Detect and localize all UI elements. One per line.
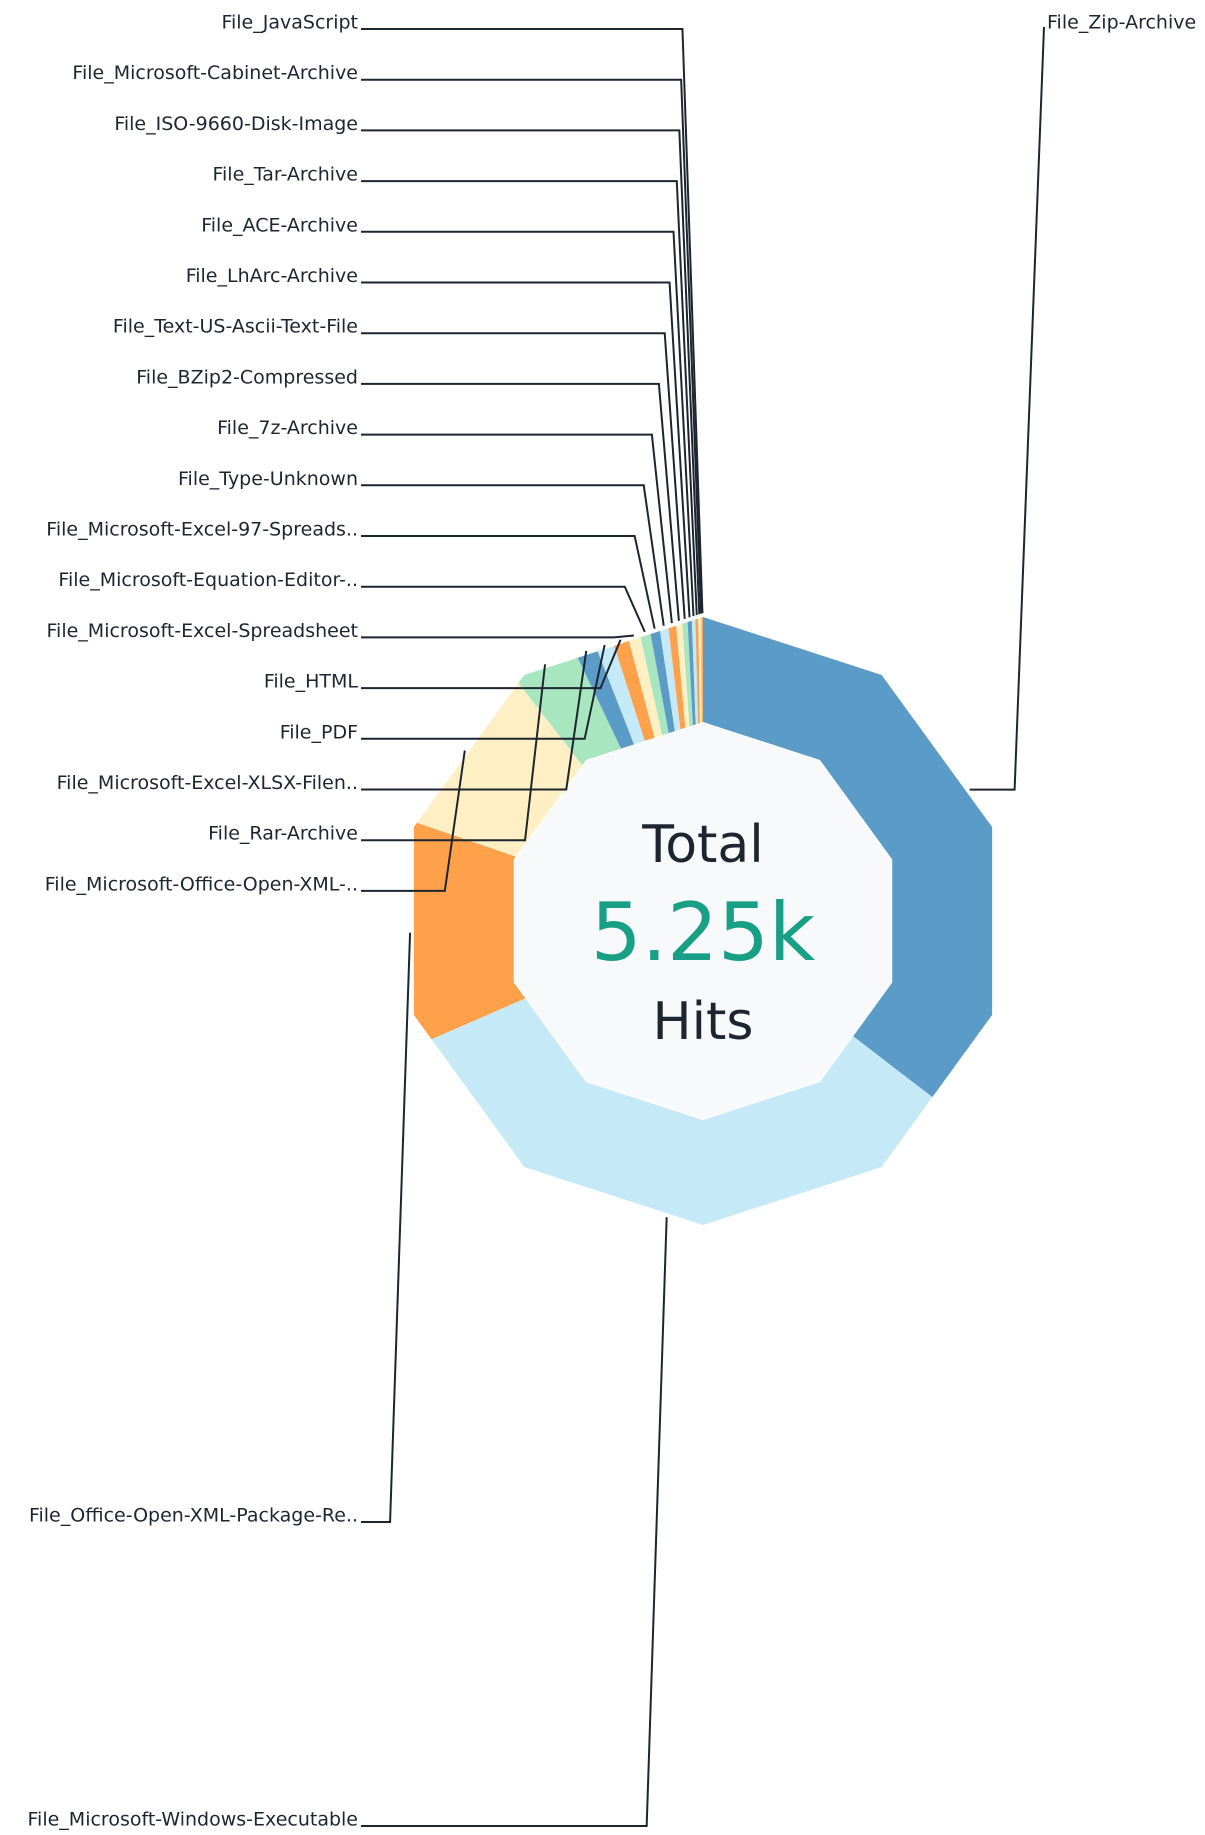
slice	[628, 637, 663, 738]
slice-label: File_Rar-Archive	[208, 823, 358, 845]
slice	[695, 618, 700, 724]
slice	[577, 651, 635, 749]
leader-line	[361, 28, 704, 614]
leader-line	[361, 180, 698, 616]
leader-line	[361, 129, 701, 615]
slice	[676, 623, 690, 728]
leader-line	[361, 433, 673, 624]
leader-line	[361, 484, 665, 626]
slice-label: File_Microsoft-Excel-Spreadsheet	[47, 620, 358, 642]
leader-line	[361, 1217, 668, 1827]
slice	[431, 998, 933, 1225]
slice-label: File_BZip2-Compressed	[136, 366, 358, 388]
slice	[703, 617, 993, 1098]
leaders	[361, 26, 1045, 1827]
leader-line	[361, 644, 606, 740]
leader-line	[361, 634, 634, 639]
slice	[413, 822, 526, 1040]
slice-label: File_Microsoft-Cabinet-Archive	[72, 62, 358, 84]
center-label: Total	[641, 815, 763, 875]
slice-label: File_Office-Open-XML-Package-Re..	[29, 1505, 358, 1527]
slices	[413, 617, 993, 1225]
slice-label: File_Microsoft-Windows-Executable	[28, 1809, 358, 1831]
slice	[700, 617, 703, 723]
center-value: 5.25k	[591, 886, 816, 979]
slice-label: File_JavaScript	[221, 12, 358, 34]
slice	[650, 630, 675, 734]
leader-line	[361, 664, 547, 842]
leader-line	[361, 650, 588, 791]
slice-label: File_Microsoft-Equation-Editor-..	[58, 569, 358, 591]
leader-line	[361, 281, 691, 618]
slice-label: File_Zip-Archive	[1047, 12, 1196, 34]
slice-label: File_ISO-9660-Disk-Image	[114, 113, 358, 135]
slice	[518, 657, 622, 766]
slice	[701, 617, 703, 723]
slice	[640, 634, 669, 736]
leader-line	[361, 78, 703, 614]
leader-line	[361, 750, 466, 892]
slice-label: File_Tar-Archive	[212, 164, 358, 186]
slice-label: File_ACE-Archive	[201, 214, 358, 236]
slice	[682, 622, 693, 727]
slice-label: File_Microsoft-Excel-97-Spreads..	[46, 519, 358, 541]
slice	[417, 682, 583, 857]
slice-label: File_HTML	[264, 671, 359, 693]
leader-line	[361, 382, 680, 621]
slice-label: File_PDF	[280, 721, 358, 743]
slice-label: File_7z-Archive	[217, 417, 358, 439]
slice-label: File_LhArc-Archive	[186, 265, 358, 287]
slice	[597, 645, 645, 745]
center-unit: Hits	[652, 992, 753, 1052]
slice	[687, 620, 696, 726]
slice-label: File_Type-Unknown	[178, 468, 358, 490]
leader-line	[361, 585, 646, 633]
leader-line	[361, 639, 622, 690]
leader-line	[361, 932, 412, 1523]
leader-line	[361, 535, 656, 629]
slice	[691, 619, 699, 725]
slice	[698, 617, 702, 724]
slice-label: File_Text-US-Ascii-Text-File	[113, 316, 358, 338]
center-fill	[514, 723, 892, 1119]
slice	[668, 625, 686, 730]
slice-label: File_Microsoft-Excel-XLSX-Filen..	[57, 772, 358, 794]
slice	[614, 641, 655, 741]
leader-line	[361, 230, 695, 617]
slice-label: File_Microsoft-Office-Open-XML-..	[45, 873, 358, 895]
slice	[660, 628, 681, 732]
leader-line	[361, 332, 686, 620]
leader-line	[969, 26, 1045, 791]
